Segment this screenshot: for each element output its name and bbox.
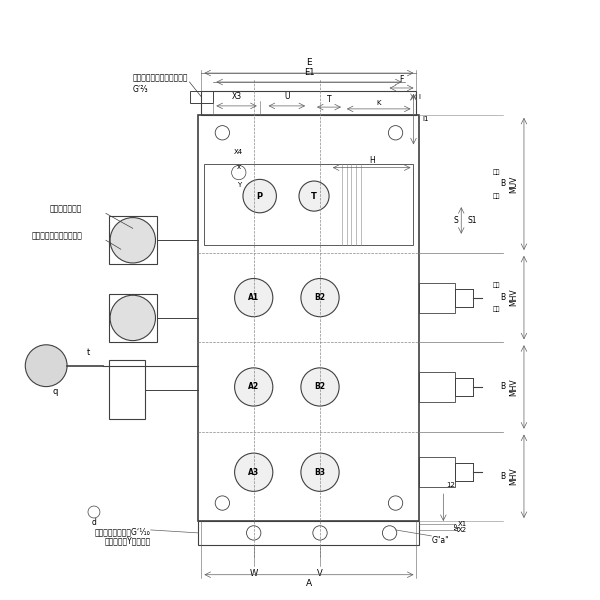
Text: B3: B3 [314,468,326,477]
Text: X3: X3 [232,92,242,101]
Text: P: P [257,191,263,200]
Text: G"a": G"a" [431,536,449,545]
Circle shape [243,179,277,213]
Text: B2: B2 [314,382,326,391]
Bar [202,91,416,115]
Text: d: d [92,518,97,527]
Circle shape [110,295,155,341]
Bar [190,91,214,103]
Text: x: x [237,164,241,170]
Text: H: H [369,155,374,164]
Text: X1: X1 [458,521,467,527]
Text: G‘⅔: G‘⅔ [133,85,148,94]
Text: X2: X2 [458,527,467,533]
Text: W: W [250,569,258,578]
Text: E: E [306,58,312,67]
Text: A: A [306,580,312,589]
Circle shape [235,368,273,406]
Circle shape [110,218,155,263]
Text: ねじ式圧力調整: ねじ式圧力調整 [49,205,82,214]
Text: S1: S1 [467,216,477,225]
Text: I: I [418,94,420,100]
Text: Y: Y [236,182,241,188]
Text: T: T [326,95,331,104]
Text: 振分: 振分 [493,193,500,199]
Bar [199,521,419,545]
Text: E1: E1 [304,68,314,77]
Text: S: S [454,216,458,225]
Text: B: B [500,472,505,481]
Circle shape [301,453,339,491]
Text: U: U [284,92,290,101]
Text: AP: AP [455,523,461,532]
Text: MUV: MUV [509,175,518,193]
Text: X4: X4 [234,149,244,155]
Text: T: T [311,191,317,200]
Text: 振分: 振分 [493,169,500,175]
Text: I1: I1 [422,116,429,122]
Circle shape [235,453,273,491]
Text: 振分: 振分 [493,307,500,313]
Text: MHV: MHV [509,289,518,307]
Text: B: B [500,382,505,391]
Text: 振分: 振分 [493,283,500,289]
Bar [109,294,157,342]
Text: パイロットポート（上面）: パイロットポート（上面） [133,73,188,82]
Text: 12: 12 [446,482,455,488]
Circle shape [301,278,339,317]
Text: q: q [52,386,58,395]
Bar [419,372,455,402]
Text: A1: A1 [248,293,259,302]
Bar [109,360,145,419]
Bar [419,457,455,487]
Text: 最高圧力制限用止めねじ: 最高圧力制限用止めねじ [31,231,82,240]
Text: t: t [86,348,89,357]
Text: MHV: MHV [509,467,518,485]
Bar [109,217,157,264]
Text: MHV: MHV [509,378,518,396]
Bar [199,115,419,521]
Text: B: B [500,179,505,188]
Text: F: F [400,76,404,85]
Text: （裏面）（Yポート）: （裏面）（Yポート） [104,536,151,545]
Text: B: B [500,293,505,302]
Text: A3: A3 [248,468,259,477]
Circle shape [235,278,273,317]
Text: B2: B2 [314,293,326,302]
Text: A2: A2 [248,382,259,391]
Bar [205,164,413,245]
Circle shape [25,345,67,386]
Circle shape [301,368,339,406]
Text: パイロットポートG‘⅒: パイロットポートG‘⅒ [95,527,151,536]
Bar [419,283,455,313]
Text: K: K [376,100,381,106]
Circle shape [299,181,329,211]
Text: V: V [317,569,323,578]
